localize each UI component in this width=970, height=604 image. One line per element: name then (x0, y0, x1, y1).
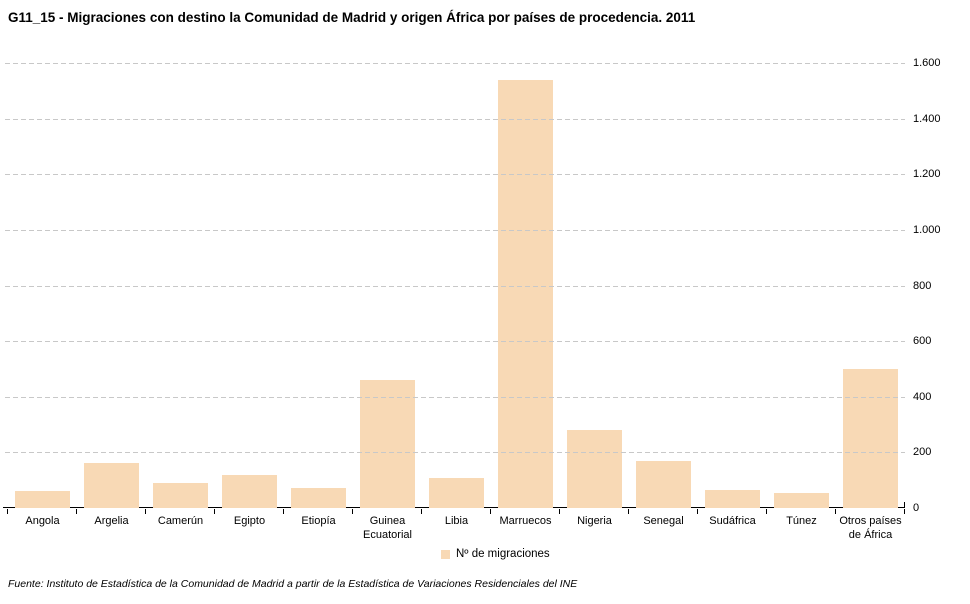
x-axis-label: Senegal (643, 515, 684, 527)
y-axis-tick-label: 0 (913, 502, 920, 514)
gridline (5, 174, 905, 176)
x-axis-tick-mark (421, 509, 422, 514)
x-axis-label: Nigeria (577, 515, 612, 527)
bar-camerún (153, 482, 208, 508)
gridline (5, 396, 905, 398)
x-axis-tick-mark (766, 509, 767, 514)
y-axis-tick-label: 1.000 (913, 223, 941, 236)
bar-guinea-ecuatorial (360, 380, 415, 508)
x-axis-tick-mark (558, 509, 560, 514)
x-axis-label: Otros países de África (839, 515, 902, 541)
bar-band (698, 63, 767, 508)
bar-band (629, 63, 698, 508)
x-axis-label: Argelia (94, 515, 129, 527)
bar-marruecos (498, 79, 553, 508)
gridline (5, 341, 905, 343)
plot-area (3, 63, 905, 514)
bar-band (8, 63, 77, 508)
bar-túnez (774, 492, 829, 508)
bar-libia (429, 477, 484, 508)
x-axis-tick-mark (75, 509, 77, 514)
x-axis-tick-mark (144, 509, 146, 514)
bar-band (767, 63, 836, 508)
source-note: Fuente: Instituto de Estadística de la C… (8, 578, 578, 590)
bar-sudáfrica (705, 490, 760, 508)
x-axis-label: Angola (25, 515, 60, 527)
y-axis-tick-label: 200 (913, 446, 932, 459)
x-axis-tick-mark (835, 509, 836, 514)
y-axis-tick-label: 600 (913, 335, 932, 348)
bar-band (422, 63, 491, 508)
y-axis-tick-label: 800 (913, 279, 932, 292)
bar-etiopía (291, 487, 346, 508)
chart-title: G11_15 - Migraciones con destino la Comu… (8, 10, 696, 25)
bar-band (560, 63, 629, 508)
y-axis-tick-label: 1.600 (913, 57, 941, 69)
gridline (5, 118, 905, 120)
x-axis-label: Etiopía (301, 515, 336, 527)
bar-angola (15, 490, 70, 508)
bar-band (77, 63, 146, 508)
y-axis-tick-label: 400 (913, 390, 932, 403)
x-axis-tick-mark (627, 509, 629, 514)
x-axis-tick-mark (352, 509, 353, 514)
x-axis-tick-mark (904, 509, 905, 514)
legend-swatch (441, 549, 450, 559)
bar-argelia (84, 462, 139, 508)
x-axis-tick-mark (489, 509, 491, 514)
x-axis-tick-mark (282, 509, 284, 514)
x-axis-label: Túnez (786, 515, 817, 527)
legend: Nº de migraciones (441, 547, 550, 561)
x-axis-labels: Angola Argelia Camerún Egipto Etiopía Guinea … (8, 514, 905, 542)
bar-band (284, 63, 353, 508)
bar-band (215, 63, 284, 508)
bar-band (836, 63, 905, 508)
x-axis-tick-mark (214, 509, 215, 514)
gridline (5, 63, 905, 64)
bar-otros-países-de-áfrica (843, 368, 898, 508)
gridline (5, 452, 905, 454)
x-axis-tick-mark (7, 509, 8, 514)
legend-label: Nº de migraciones (456, 548, 550, 560)
x-axis-label: Marruecos (499, 515, 552, 527)
bar-series (8, 63, 905, 508)
bar-band (491, 63, 560, 508)
bar-nigeria (567, 430, 622, 508)
x-axis-label: Guinea Ecuatorial (363, 515, 412, 541)
y-axis-tick-label: 1.200 (913, 168, 941, 181)
x-axis-label: Libia (444, 515, 469, 527)
gridline (5, 229, 905, 231)
x-axis-tick-mark (697, 509, 698, 514)
bar-band (353, 63, 422, 508)
bar-senegal (636, 461, 691, 508)
y-axis-tick-label: 1.400 (913, 112, 941, 125)
x-axis-label: Sudáfrica (709, 515, 756, 527)
bar-band (146, 63, 215, 508)
y-axis-tick-mark (904, 502, 905, 508)
bar-egipto (222, 474, 277, 508)
x-axis-label: Camerún (157, 515, 204, 527)
x-axis-label: Egipto (233, 515, 266, 527)
gridline (5, 285, 905, 287)
